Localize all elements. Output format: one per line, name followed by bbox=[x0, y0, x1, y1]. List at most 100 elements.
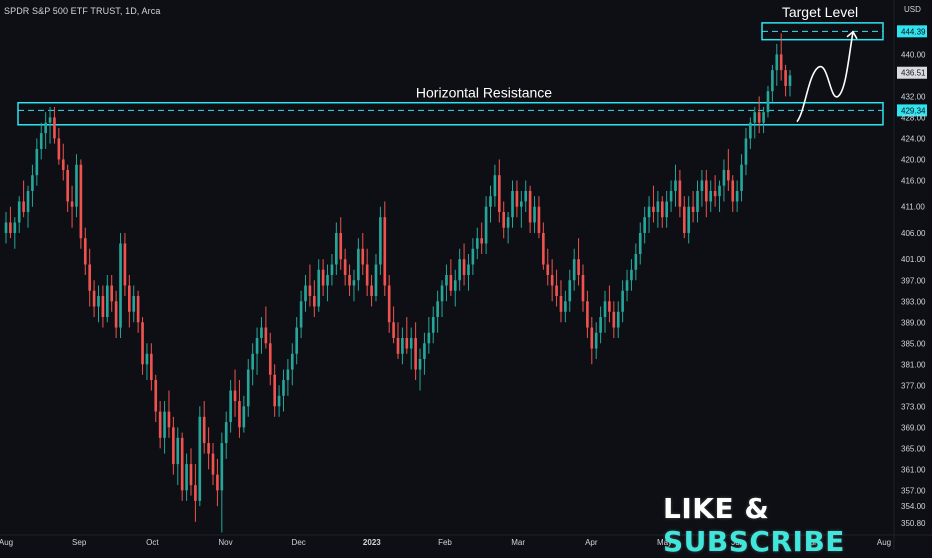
candle-body bbox=[176, 437, 180, 465]
candle-body bbox=[612, 311, 616, 328]
candle-body bbox=[150, 353, 153, 381]
candle-body bbox=[749, 122, 752, 139]
candle-body bbox=[167, 411, 171, 428]
y-tick-label: 440.00 bbox=[901, 50, 926, 59]
candle-body bbox=[220, 443, 224, 491]
candle-body bbox=[88, 264, 92, 291]
candle-body bbox=[735, 190, 739, 202]
candle-body bbox=[282, 380, 285, 396]
candle-body bbox=[665, 201, 668, 218]
candle-body bbox=[489, 196, 492, 207]
x-tick-label: Aug bbox=[877, 538, 891, 547]
candle-body bbox=[216, 474, 219, 491]
candle-body bbox=[154, 380, 158, 412]
y-tick-label: 385.00 bbox=[901, 339, 926, 348]
candle-body bbox=[520, 201, 523, 207]
cta-amp: & bbox=[744, 492, 770, 525]
candle-body bbox=[572, 259, 576, 281]
candle-body bbox=[396, 338, 400, 354]
candle-body bbox=[594, 332, 598, 349]
candle-body bbox=[550, 275, 554, 286]
candle-body bbox=[79, 164, 83, 239]
y-tick-label: 357.00 bbox=[901, 486, 926, 495]
symbol-title: SPDR S&P 500 ETF TRUST, 1D, Arca bbox=[4, 6, 161, 16]
candle-body bbox=[621, 290, 624, 312]
candle-body bbox=[634, 253, 638, 270]
y-tick-label: 393.00 bbox=[901, 297, 926, 306]
candle-body bbox=[656, 201, 660, 212]
candle-body bbox=[290, 353, 294, 370]
candle-body bbox=[211, 453, 215, 475]
candle-body bbox=[224, 422, 228, 444]
y-tick-label: 369.00 bbox=[901, 423, 926, 432]
candle-body bbox=[405, 338, 409, 349]
candle-body bbox=[704, 180, 708, 202]
y-tick-label: 406.00 bbox=[901, 229, 926, 238]
candle-body bbox=[727, 169, 730, 181]
candle-body bbox=[643, 217, 646, 233]
candle-body bbox=[581, 275, 585, 302]
y-tick-label: 401.00 bbox=[901, 255, 926, 264]
price-label-box bbox=[897, 66, 927, 79]
candle-body bbox=[242, 406, 246, 428]
candle-body bbox=[312, 296, 316, 307]
candle-body bbox=[238, 401, 241, 428]
candle-body bbox=[370, 285, 373, 297]
candle-body bbox=[70, 201, 74, 207]
candle-body bbox=[172, 427, 175, 465]
candle-body bbox=[762, 112, 765, 123]
candle-body bbox=[189, 464, 193, 486]
candle-body bbox=[286, 369, 290, 381]
candle-body bbox=[317, 269, 321, 307]
candle-body bbox=[493, 175, 497, 197]
candle-body bbox=[110, 285, 114, 302]
candle-body bbox=[357, 248, 360, 281]
candle-body bbox=[229, 390, 232, 423]
candle-body bbox=[467, 264, 470, 275]
candle-body bbox=[48, 117, 52, 123]
candle-body bbox=[145, 353, 149, 365]
y-tick-label: 397.00 bbox=[901, 276, 926, 285]
candle-body bbox=[475, 238, 479, 249]
candle-body bbox=[440, 285, 444, 302]
target-label: Target Level bbox=[782, 4, 858, 20]
candle-body bbox=[731, 180, 735, 202]
zone-box bbox=[17, 101, 884, 126]
candle-body bbox=[26, 190, 30, 212]
candle-body bbox=[524, 190, 528, 202]
candle-body bbox=[788, 75, 792, 86]
candle-body bbox=[101, 296, 105, 318]
candle-body bbox=[132, 296, 136, 312]
candle-body bbox=[775, 54, 779, 71]
cta-subscribe: SUBSCRIBE bbox=[663, 525, 845, 558]
candle-body bbox=[555, 285, 558, 297]
candle-body bbox=[35, 148, 39, 176]
candle-body bbox=[260, 327, 263, 339]
candle-body bbox=[453, 280, 457, 291]
candle-body bbox=[511, 190, 514, 218]
candle-body bbox=[273, 374, 276, 407]
x-tick-label: Jun bbox=[731, 538, 744, 547]
y-tick-label: 373.00 bbox=[901, 402, 926, 411]
y-tick-label: 389.00 bbox=[901, 318, 926, 327]
candle-body bbox=[13, 222, 17, 233]
candle-body bbox=[744, 138, 748, 165]
candle-body bbox=[616, 311, 620, 328]
candle-body bbox=[387, 285, 391, 323]
candle-body bbox=[304, 285, 307, 302]
candle-body bbox=[709, 190, 713, 202]
candle-body bbox=[123, 243, 127, 286]
x-tick-label: May bbox=[657, 538, 672, 547]
candle-body bbox=[264, 327, 268, 344]
candle-body bbox=[713, 190, 717, 197]
x-tick-label: Aug bbox=[0, 538, 13, 547]
candle-body bbox=[335, 232, 338, 265]
candle-body bbox=[700, 180, 704, 191]
candle-body bbox=[506, 217, 510, 228]
candle-body bbox=[202, 416, 206, 444]
candle-body bbox=[295, 327, 299, 354]
candle-body bbox=[255, 338, 259, 354]
candle-body bbox=[185, 464, 188, 491]
